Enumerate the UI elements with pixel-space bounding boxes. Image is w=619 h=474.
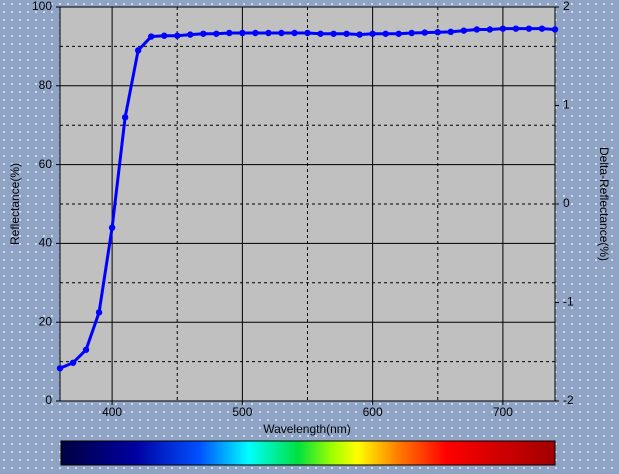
y-tick-label: 80 bbox=[39, 78, 53, 92]
data-point bbox=[95, 309, 103, 316]
data-point bbox=[330, 30, 337, 37]
data-point bbox=[421, 29, 428, 36]
data-point bbox=[486, 26, 494, 33]
y-tick-label: 40 bbox=[39, 236, 53, 250]
y-tick-label: 0 bbox=[45, 393, 52, 407]
data-point bbox=[408, 29, 415, 37]
data-point bbox=[265, 29, 272, 37]
y2-tick-label: 0 bbox=[563, 196, 570, 210]
y2-tick-label: -2 bbox=[563, 393, 574, 407]
x-tick-label: 500 bbox=[232, 405, 252, 419]
data-point bbox=[82, 346, 90, 353]
data-point bbox=[252, 29, 259, 37]
x-tick-label: 600 bbox=[363, 405, 383, 419]
data-point bbox=[434, 29, 441, 36]
data-point bbox=[69, 359, 77, 366]
data-point bbox=[56, 365, 64, 372]
data-point bbox=[317, 30, 324, 37]
y-tick-label: 60 bbox=[39, 157, 53, 171]
data-point bbox=[174, 32, 181, 39]
data-point bbox=[278, 29, 285, 37]
data-point bbox=[187, 31, 194, 38]
data-point bbox=[239, 29, 246, 37]
data-point bbox=[161, 32, 168, 39]
data-point bbox=[551, 26, 559, 33]
data-point bbox=[395, 30, 402, 37]
data-point bbox=[147, 33, 155, 40]
data-point bbox=[134, 47, 142, 54]
y-tick-label: 100 bbox=[32, 0, 52, 13]
data-point bbox=[121, 114, 129, 121]
x-axis-label: Wavelength(nm) bbox=[263, 422, 351, 436]
data-point bbox=[226, 29, 233, 37]
data-point bbox=[343, 30, 350, 37]
y-axis-label: Reflectance(%) bbox=[8, 163, 22, 245]
data-point bbox=[108, 224, 116, 231]
y2-axis-label: Delta-Reflectance(%) bbox=[597, 147, 611, 261]
data-point bbox=[356, 31, 363, 38]
y2-tick-label: -1 bbox=[563, 295, 574, 309]
data-point bbox=[213, 30, 220, 37]
data-point bbox=[499, 25, 507, 32]
y2-tick-label: 1 bbox=[563, 98, 570, 112]
x-tick-label: 400 bbox=[102, 405, 122, 419]
y-tick-label: 20 bbox=[39, 314, 53, 328]
y2-tick-label: 2 bbox=[563, 0, 570, 13]
data-point bbox=[200, 30, 207, 37]
x-tick-label: 700 bbox=[493, 405, 513, 419]
data-point bbox=[447, 28, 454, 36]
data-point bbox=[460, 27, 468, 34]
data-point bbox=[382, 30, 389, 37]
data-point bbox=[538, 25, 546, 32]
data-point bbox=[304, 29, 311, 37]
data-point bbox=[525, 25, 533, 32]
data-point bbox=[291, 29, 298, 37]
spectrum-bar bbox=[60, 440, 556, 466]
data-point bbox=[369, 30, 376, 37]
data-point bbox=[512, 25, 520, 32]
data-point bbox=[473, 26, 481, 33]
